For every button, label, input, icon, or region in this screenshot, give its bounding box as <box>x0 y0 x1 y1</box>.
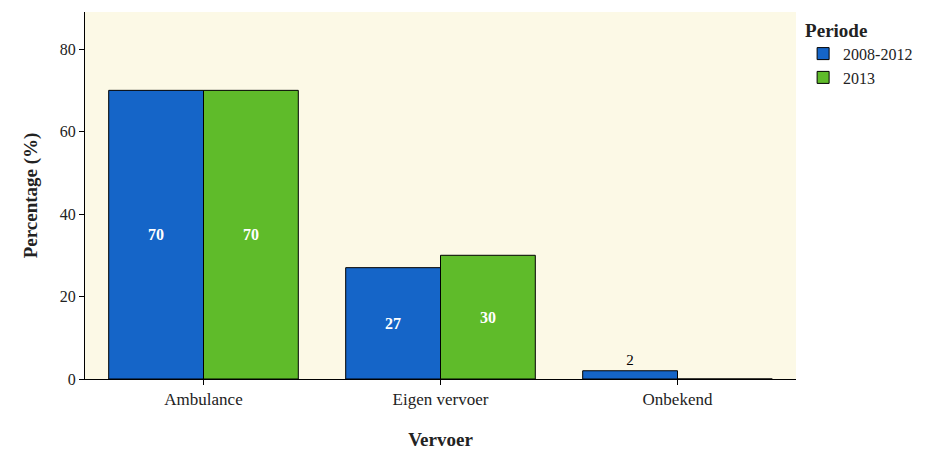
svg-text:27: 27 <box>385 315 401 332</box>
svg-text:2013: 2013 <box>843 70 875 87</box>
svg-text:70: 70 <box>243 226 259 243</box>
svg-text:2: 2 <box>626 352 634 368</box>
svg-text:Periode: Periode <box>805 20 867 41</box>
svg-text:Onbekend: Onbekend <box>643 390 713 409</box>
svg-text:Eigen vervoer: Eigen vervoer <box>393 390 489 409</box>
svg-text:Vervoer: Vervoer <box>408 429 473 450</box>
svg-text:40: 40 <box>60 206 76 223</box>
svg-text:Percentage (%): Percentage (%) <box>20 133 42 259</box>
svg-text:Ambulance: Ambulance <box>164 390 242 409</box>
svg-text:0: 0 <box>68 371 76 388</box>
svg-text:60: 60 <box>60 123 76 140</box>
svg-text:2008-2012: 2008-2012 <box>843 46 912 63</box>
svg-text:20: 20 <box>60 288 76 305</box>
svg-text:70: 70 <box>148 226 164 243</box>
svg-text:80: 80 <box>60 41 76 58</box>
svg-text:30: 30 <box>480 309 496 326</box>
